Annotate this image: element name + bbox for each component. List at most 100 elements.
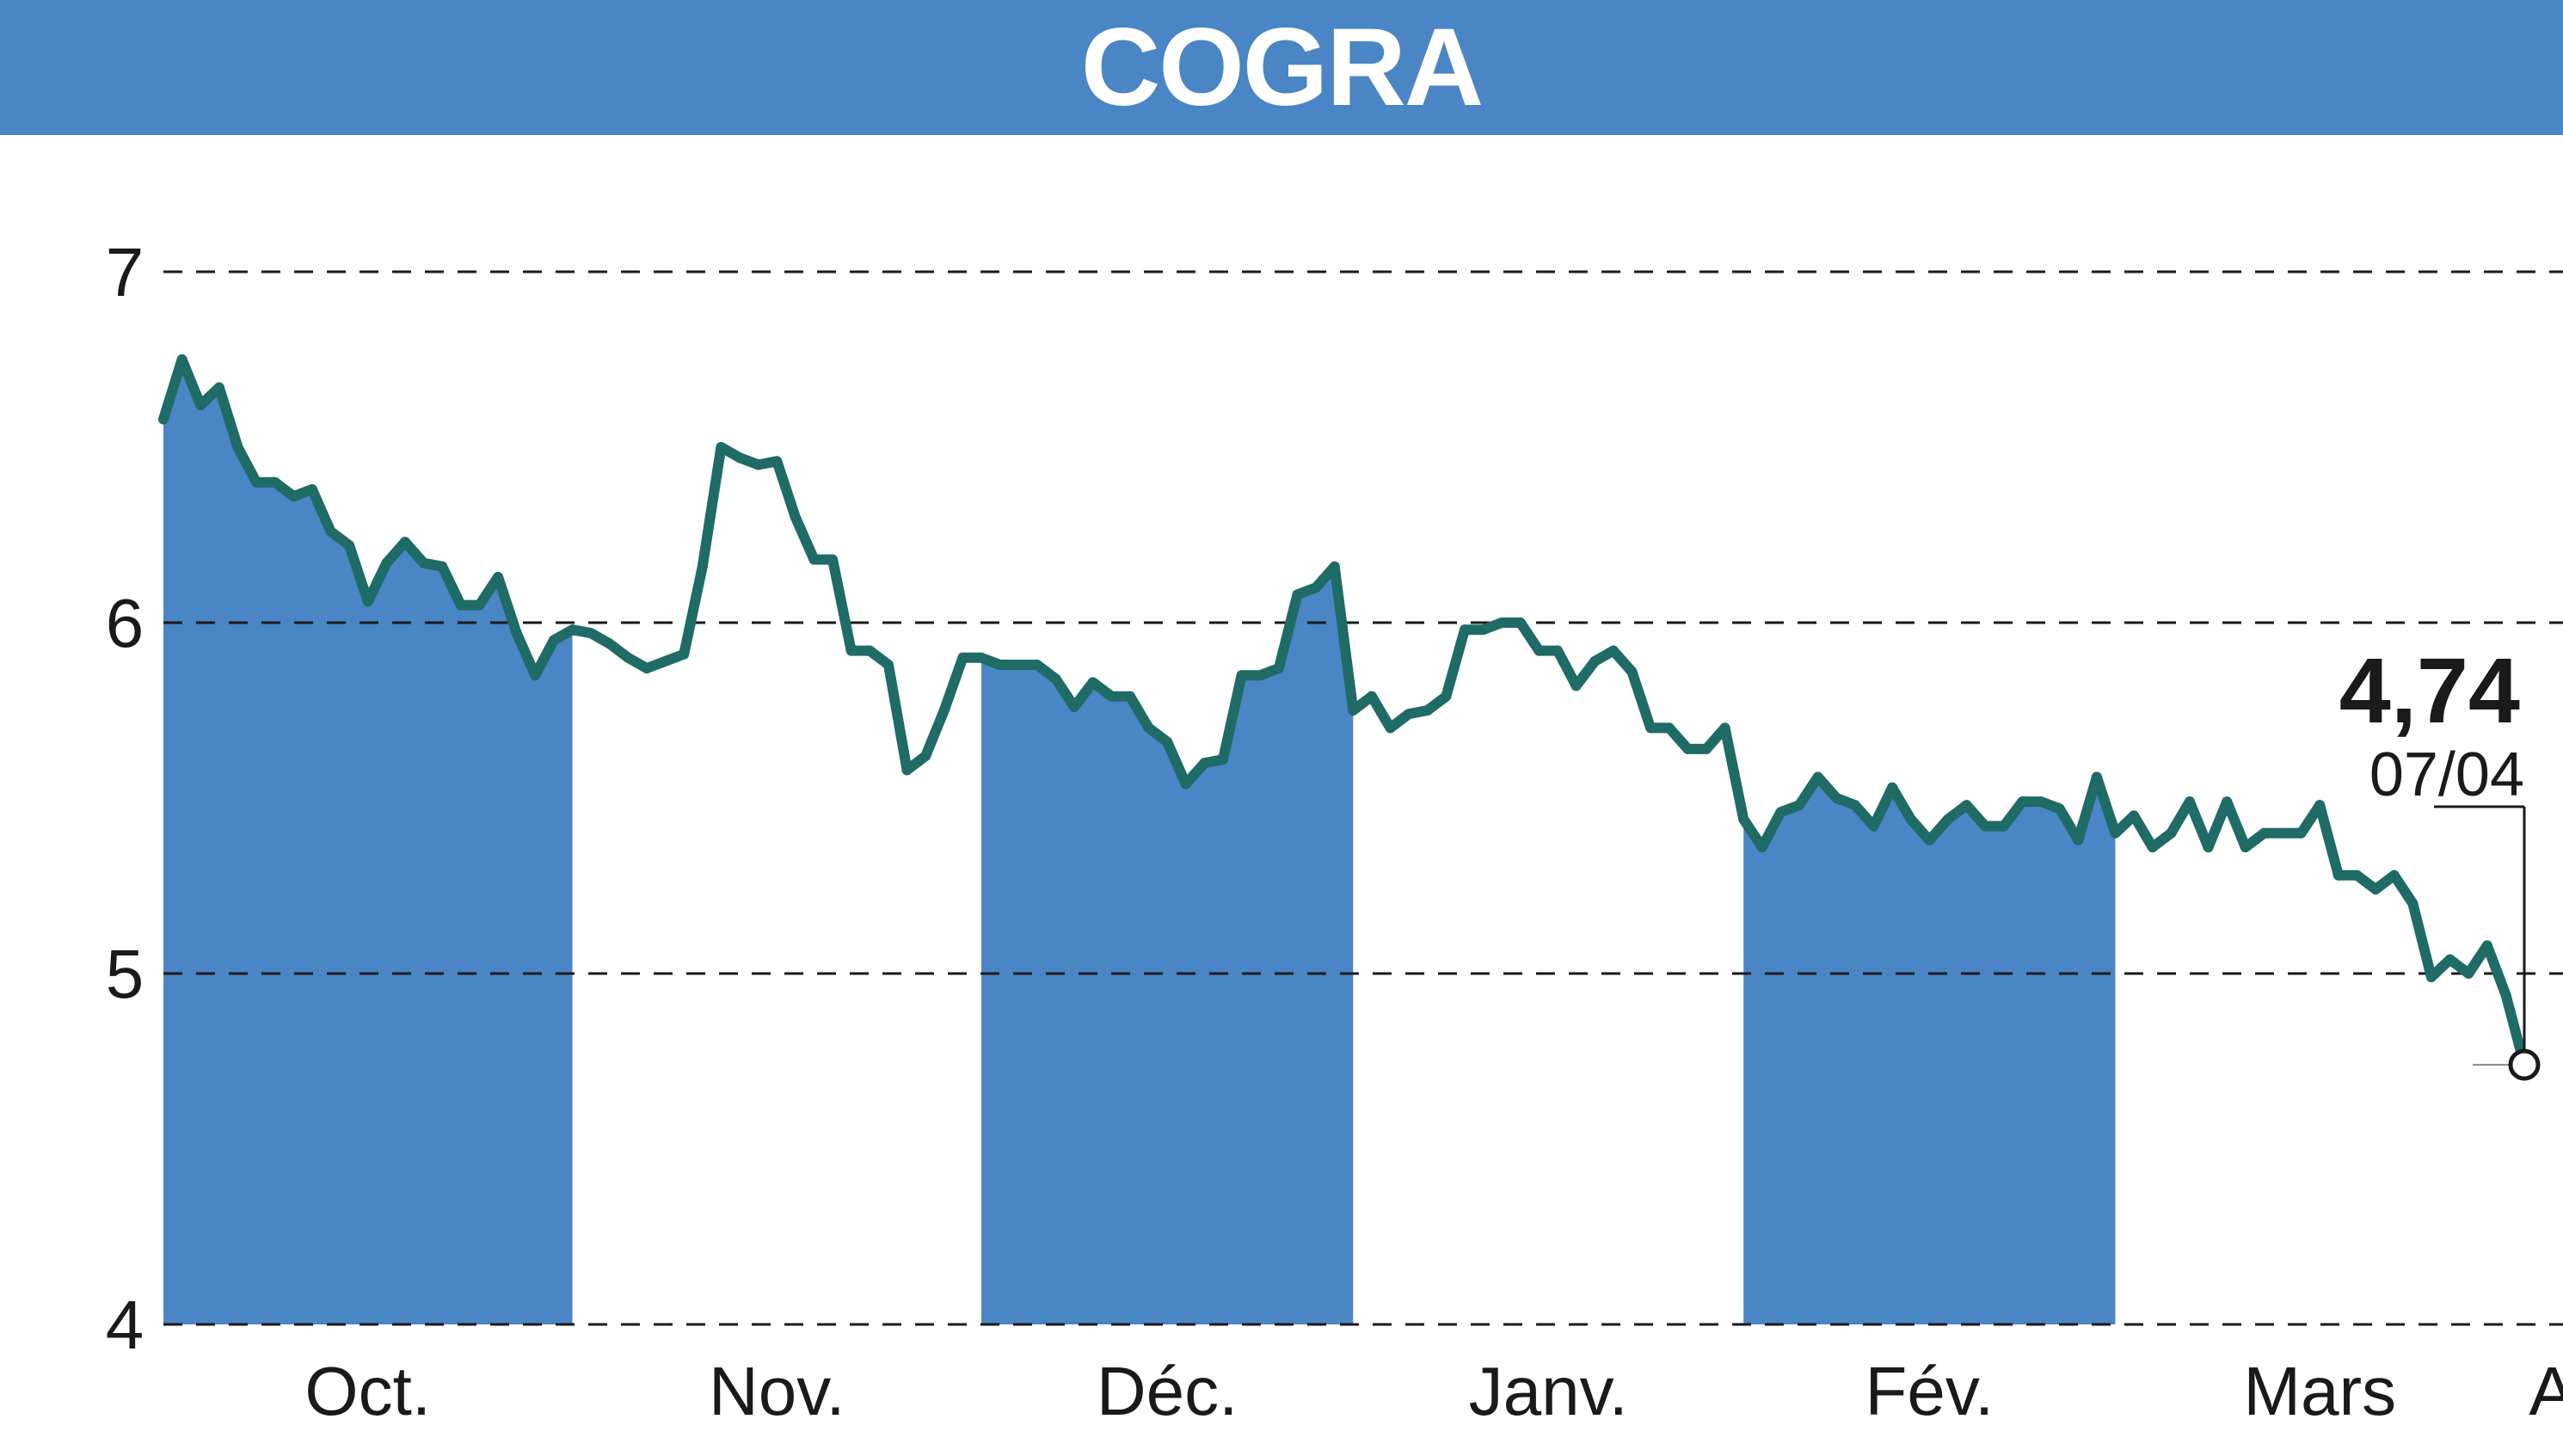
price-point-42 xyxy=(938,705,950,716)
price-point-58 xyxy=(1236,670,1247,681)
price-point-25 xyxy=(623,652,634,663)
price-point-39 xyxy=(882,659,894,670)
price-point-116 xyxy=(2314,800,2326,811)
y-tick-label-3: 7 xyxy=(106,234,144,310)
price-point-63 xyxy=(1329,561,1340,572)
price-point-82 xyxy=(1682,743,1693,754)
price-point-9 xyxy=(325,525,336,537)
price-point-36 xyxy=(827,554,839,565)
month-bands xyxy=(163,359,2116,1324)
price-point-65 xyxy=(1366,691,1377,702)
last-date-label: 07/04 xyxy=(2369,740,2524,809)
price-point-21 xyxy=(548,635,559,646)
month-label-3: Janv. xyxy=(1469,1353,1628,1429)
price-point-110 xyxy=(2203,842,2214,853)
price-point-34 xyxy=(790,512,801,523)
price-point-51 xyxy=(1106,691,1117,702)
price-point-106 xyxy=(2129,810,2140,821)
price-point-72 xyxy=(1497,617,1508,628)
price-point-99 xyxy=(1998,820,2009,832)
month-label-0: Oct. xyxy=(304,1353,431,1429)
price-point-54 xyxy=(1162,736,1173,747)
price-point-87 xyxy=(1775,807,1786,818)
price-point-124 xyxy=(2463,968,2474,979)
price-point-56 xyxy=(1199,758,1210,769)
price-point-1 xyxy=(176,354,187,365)
month-label-5: Mars xyxy=(2243,1353,2396,1429)
price-point-29 xyxy=(697,561,708,572)
price-point-94 xyxy=(1905,814,1916,825)
price-point-47 xyxy=(1031,659,1042,670)
price-point-7 xyxy=(288,491,299,502)
price-point-64 xyxy=(1348,705,1359,716)
price-point-92 xyxy=(1868,820,1879,832)
price-point-28 xyxy=(679,648,690,660)
price-point-74 xyxy=(1533,645,1545,656)
price-point-41 xyxy=(920,751,931,762)
price-point-90 xyxy=(1831,793,1842,803)
y-tick-label-1: 5 xyxy=(106,936,144,1012)
price-point-40 xyxy=(901,765,913,776)
price-point-78 xyxy=(1607,645,1619,656)
price-point-16 xyxy=(455,599,466,611)
price-point-12 xyxy=(381,557,392,568)
price-point-111 xyxy=(2222,796,2233,808)
price-point-97 xyxy=(1961,800,1972,811)
price-point-50 xyxy=(1087,677,1098,688)
price-point-102 xyxy=(2054,803,2065,814)
price-point-44 xyxy=(976,652,987,663)
title-bar: COGRA xyxy=(0,0,2563,135)
price-point-48 xyxy=(1050,673,1061,685)
price-point-96 xyxy=(1942,814,1953,825)
price-point-69 xyxy=(1441,691,1452,702)
gridlines xyxy=(163,270,2563,1326)
price-point-119 xyxy=(2370,884,2382,895)
price-point-67 xyxy=(1404,709,1415,720)
price-point-32 xyxy=(753,459,764,470)
price-point-84 xyxy=(1719,722,1730,734)
price-point-15 xyxy=(437,561,448,572)
price-point-103 xyxy=(2073,834,2084,845)
price-point-109 xyxy=(2184,796,2195,808)
price-point-11 xyxy=(362,596,373,607)
price-point-4 xyxy=(232,442,243,452)
month-label-1: Nov. xyxy=(709,1353,845,1429)
price-point-75 xyxy=(1552,645,1564,656)
price-point-113 xyxy=(2259,827,2270,839)
price-point-125 xyxy=(2481,940,2492,951)
price-point-46 xyxy=(1013,659,1024,670)
price-point-37 xyxy=(845,645,857,656)
price-point-107 xyxy=(2147,842,2158,853)
price-point-22 xyxy=(567,624,578,636)
price-point-95 xyxy=(1924,834,1935,845)
month-band-4 xyxy=(1743,777,2116,1324)
price-point-114 xyxy=(2277,827,2289,839)
price-point-91 xyxy=(1849,800,1860,811)
month-label-2: Déc. xyxy=(1097,1353,1238,1429)
price-point-23 xyxy=(586,628,597,639)
price-point-81 xyxy=(1663,722,1675,734)
price-point-13 xyxy=(399,537,410,548)
price-point-33 xyxy=(771,456,783,467)
price-point-8 xyxy=(306,483,317,495)
price-point-45 xyxy=(994,659,1005,670)
price-point-100 xyxy=(2017,796,2028,808)
price-point-2 xyxy=(195,400,206,411)
price-point-38 xyxy=(864,645,876,656)
price-point-3 xyxy=(213,382,224,393)
price-point-101 xyxy=(2036,796,2047,808)
price-point-60 xyxy=(1273,663,1284,674)
price-point-62 xyxy=(1311,582,1322,593)
price-point-121 xyxy=(2407,898,2419,909)
price-point-93 xyxy=(1887,782,1898,793)
price-point-35 xyxy=(808,554,820,565)
price-point-118 xyxy=(2351,869,2363,881)
price-point-77 xyxy=(1589,655,1601,667)
price-point-14 xyxy=(418,557,429,568)
price-point-76 xyxy=(1570,680,1582,691)
chart-title: COGRA xyxy=(1080,6,1484,129)
price-point-88 xyxy=(1794,800,1805,811)
month-band-0 xyxy=(163,359,573,1324)
month-label-6: A. xyxy=(2529,1353,2563,1429)
price-point-6 xyxy=(269,476,280,488)
